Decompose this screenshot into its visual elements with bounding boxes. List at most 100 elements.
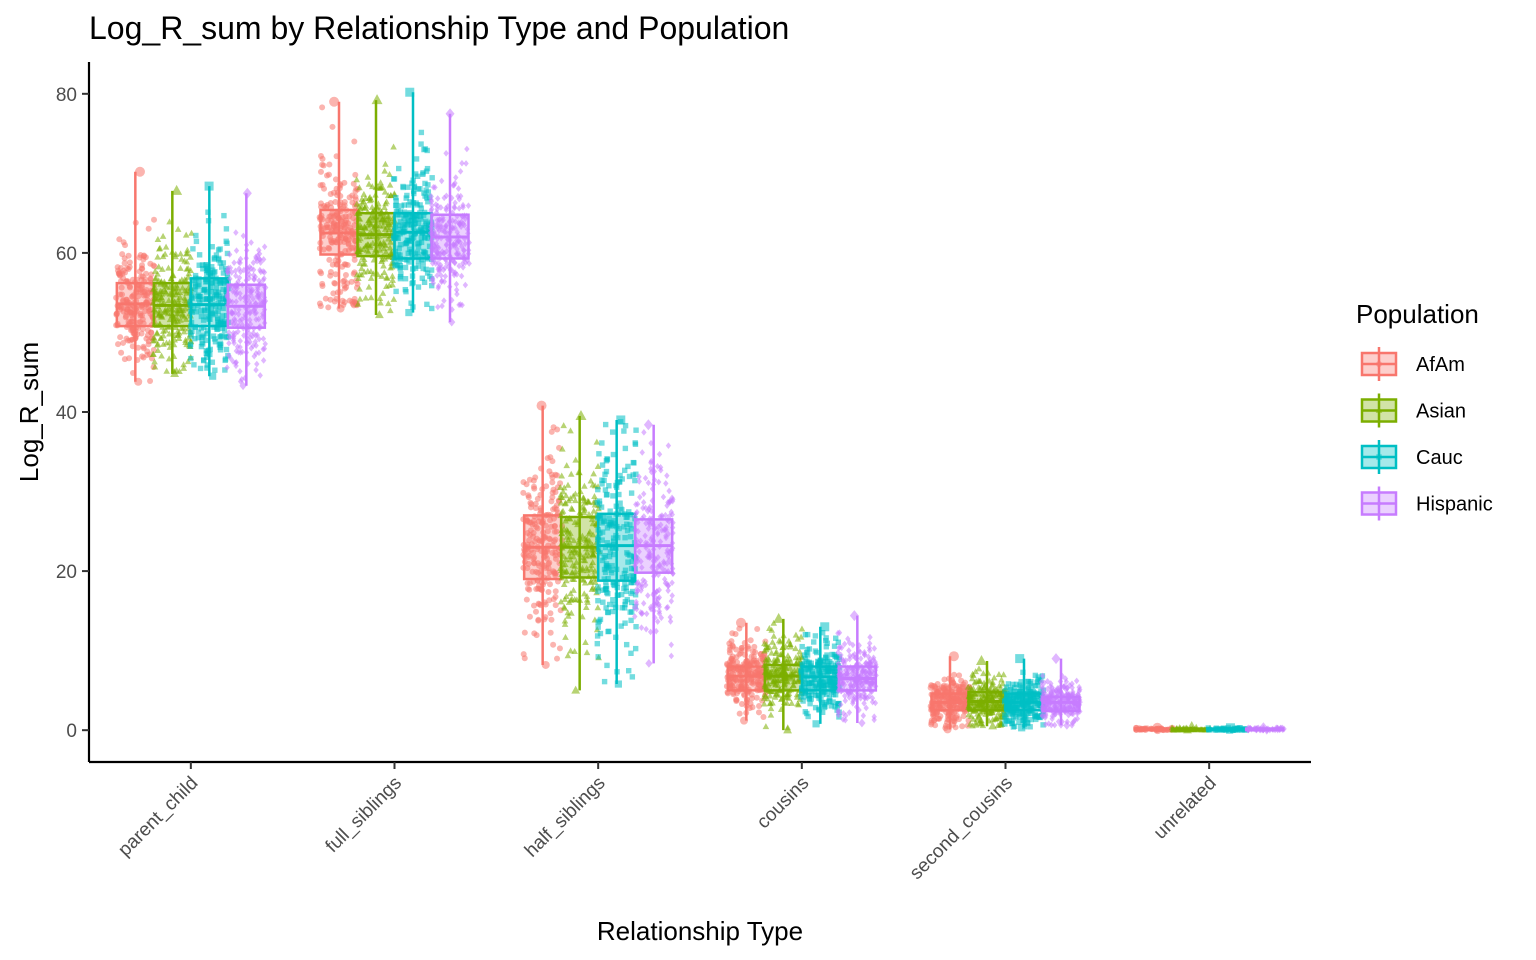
data-point xyxy=(145,225,152,232)
data-point xyxy=(741,651,748,658)
data-point xyxy=(761,683,769,690)
data-point-max xyxy=(820,622,830,632)
x-tick-label: second_cousins xyxy=(906,773,1017,884)
data-point xyxy=(382,160,389,167)
data-point xyxy=(546,581,553,588)
data-point xyxy=(776,687,783,694)
data-point xyxy=(132,335,139,342)
data-point xyxy=(198,343,205,350)
data-point xyxy=(361,260,369,267)
data-point xyxy=(820,659,827,665)
data-point xyxy=(579,567,587,574)
data-point xyxy=(386,170,393,177)
data-point xyxy=(567,427,574,434)
data-point xyxy=(726,666,733,673)
data-point xyxy=(537,538,544,545)
data-point xyxy=(140,354,147,361)
data-point xyxy=(201,307,208,313)
data-point xyxy=(786,641,794,648)
data-point xyxy=(202,262,208,268)
data-point xyxy=(643,610,650,618)
data-point xyxy=(935,689,942,696)
data-point xyxy=(815,667,821,673)
data-point xyxy=(175,298,182,305)
data-point xyxy=(596,498,603,504)
data-point xyxy=(161,308,169,315)
data-point xyxy=(400,183,406,190)
data-point xyxy=(366,228,374,235)
data-point xyxy=(392,234,399,240)
data-point xyxy=(530,529,537,536)
data-point xyxy=(133,289,140,296)
data-point xyxy=(557,499,565,506)
data-point xyxy=(594,633,601,639)
data-point xyxy=(777,705,785,712)
data-point xyxy=(120,267,127,274)
data-point xyxy=(403,195,409,201)
data-point xyxy=(541,562,548,569)
data-point xyxy=(132,219,139,226)
data-point xyxy=(360,190,368,197)
data-point xyxy=(773,648,780,655)
data-point xyxy=(408,222,414,228)
data-point xyxy=(632,645,639,652)
data-point xyxy=(639,449,645,456)
data-point xyxy=(455,185,462,192)
data-point xyxy=(581,499,589,506)
data-point xyxy=(628,490,635,496)
data-point xyxy=(946,703,953,710)
box-parent_child-AfAm xyxy=(113,166,158,386)
data-point xyxy=(154,236,162,243)
data-point xyxy=(585,573,592,580)
data-point xyxy=(137,252,144,259)
data-point xyxy=(587,561,595,568)
data-point xyxy=(574,521,581,528)
data-point xyxy=(357,235,364,242)
data-point-max xyxy=(329,96,340,107)
data-point xyxy=(567,529,574,536)
data-point xyxy=(767,705,775,712)
data-point xyxy=(762,723,770,730)
data-point xyxy=(533,632,540,639)
data-point xyxy=(210,333,217,339)
data-point xyxy=(423,220,430,226)
data-point xyxy=(464,145,470,153)
data-point xyxy=(114,264,121,271)
data-point xyxy=(137,286,144,293)
plot-area xyxy=(113,87,1287,735)
data-point xyxy=(174,225,182,232)
data-point-max xyxy=(1051,653,1061,665)
box-second_cousins-Asian xyxy=(964,654,1010,730)
data-point xyxy=(155,263,163,270)
y-tick-label: 20 xyxy=(56,562,77,583)
data-point xyxy=(140,345,147,352)
data-point xyxy=(656,450,663,458)
data-point xyxy=(341,285,348,292)
data-point xyxy=(579,613,586,620)
data-point-max xyxy=(371,94,383,105)
data-point xyxy=(642,474,649,482)
data-point xyxy=(420,260,426,266)
data-point xyxy=(595,486,601,493)
data-point-min xyxy=(943,725,952,734)
data-point xyxy=(602,471,608,478)
data-point xyxy=(536,601,543,608)
data-point xyxy=(827,659,833,665)
data-point xyxy=(1006,694,1013,700)
data-point xyxy=(535,617,542,624)
data-point xyxy=(743,677,750,684)
data-point xyxy=(1020,669,1026,675)
data-point xyxy=(794,635,802,642)
data-point xyxy=(165,355,173,362)
data-point xyxy=(777,696,785,703)
data-point xyxy=(157,334,165,341)
data-point xyxy=(606,483,612,489)
data-point xyxy=(379,253,386,260)
data-point xyxy=(174,309,182,316)
data-point xyxy=(125,318,132,325)
box-parent_child-Asian xyxy=(149,184,196,378)
data-point xyxy=(948,709,955,716)
data-point xyxy=(828,703,835,709)
data-point xyxy=(791,678,798,685)
data-point xyxy=(544,455,551,462)
